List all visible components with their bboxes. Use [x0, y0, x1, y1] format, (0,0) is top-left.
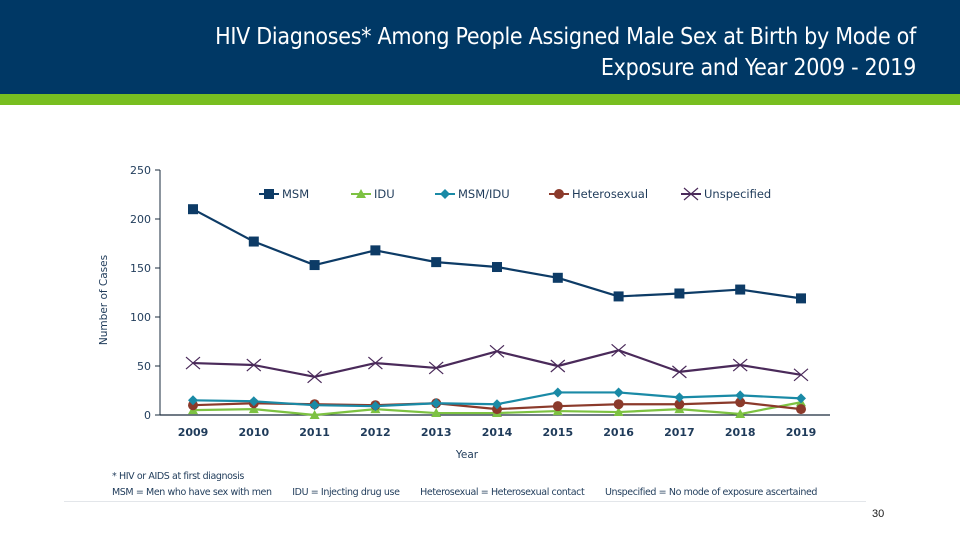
legend-item-heterosexual: Heterosexual: [549, 187, 648, 201]
legend-marker-unspecified: [683, 187, 699, 201]
data-point-msm: [552, 272, 563, 283]
legend-item-msm-idu: MSM/IDU: [435, 187, 510, 201]
slide-title-line-2: Exposure and Year 2009 - 2019: [600, 55, 916, 81]
x-tick-label: 2013: [421, 426, 452, 439]
data-point-msm: [188, 204, 198, 215]
data-point-heterosexual: [796, 404, 806, 415]
series-msm-idu: [188, 387, 806, 412]
data-point-msm-idu: [613, 387, 624, 398]
chart-axes: 0 50 100 150 200 250 2009 2010 2011 2012 2013 2014 2…: [130, 164, 830, 439]
x-tick-label: 2019: [786, 426, 817, 439]
data-point-msm: [796, 293, 806, 304]
data-point-unspecified: [550, 359, 566, 373]
chart-legend: MSM IDU MSM/IDU Heterosexual Unspecified: [259, 187, 771, 201]
data-point-msm-idu: [370, 401, 381, 412]
data-point-unspecified: [672, 365, 687, 379]
legend-label-idu: IDU: [374, 187, 395, 201]
x-tick-label: 2018: [725, 426, 756, 439]
data-point-unspecified: [368, 356, 383, 370]
legend-label-msm-idu: MSM/IDU: [458, 187, 510, 201]
data-point-idu: [309, 410, 320, 419]
footnote-definitions: MSM = Men who have sex with men IDU = In…: [112, 487, 835, 498]
data-point-idu: [431, 408, 442, 418]
data-point-unspecified: [428, 361, 444, 375]
data-point-idu: [613, 407, 624, 417]
y-tick-label: 100: [130, 311, 151, 324]
data-point-msm-idu: [796, 393, 806, 404]
data-point-msm-idu: [674, 392, 685, 403]
data-point-unspecified: [307, 370, 322, 384]
accent-bar: [0, 94, 960, 105]
y-tick-label: 50: [137, 360, 151, 373]
data-point-unspecified: [611, 343, 626, 357]
series-line-unspecified: [192, 349, 802, 378]
x-tick-label: 2011: [299, 426, 330, 439]
series-msm: [188, 204, 806, 304]
series-line-msm: [192, 208, 802, 300]
legend-item-idu: IDU: [351, 187, 395, 201]
legend-item-msm: MSM: [259, 187, 309, 201]
data-point-msm-idu: [188, 395, 198, 406]
data-point-msm-idu: [552, 387, 563, 398]
legend-marker-heterosexual: [554, 189, 564, 199]
data-point-idu: [248, 404, 259, 414]
x-tick-label: 2009: [178, 426, 209, 439]
definition-heterosexual: Heterosexual = Heterosexual contact: [420, 487, 585, 498]
data-point-heterosexual: [613, 399, 624, 410]
footnote-divider: [64, 501, 866, 502]
y-axis-label: Number of Cases: [98, 255, 110, 345]
data-point-msm: [674, 288, 685, 299]
data-point-unspecified: [489, 344, 505, 358]
legend-marker-idu: [356, 189, 366, 198]
definition-msm: MSM = Men who have sex with men: [112, 487, 272, 498]
data-point-unspecified: [246, 358, 262, 372]
x-tick-label: 2015: [542, 426, 573, 439]
y-tick-label: 250: [130, 164, 151, 177]
page-number: 30: [872, 508, 885, 520]
legend-label-msm: MSM: [282, 187, 309, 201]
slide-header: HIV Diagnoses* Among People Assigned Mal…: [0, 0, 960, 94]
x-axis-label: Year: [455, 449, 479, 461]
data-point-unspecified: [793, 368, 809, 382]
data-point-msm-idu: [309, 400, 320, 411]
data-point-msm: [248, 236, 259, 247]
data-point-msm-idu: [735, 390, 746, 401]
data-point-idu: [735, 409, 746, 419]
series-unspecified: [185, 343, 809, 384]
data-point-msm: [613, 291, 624, 302]
slide-title: HIV Diagnoses* Among People Assigned Mal…: [96, 22, 916, 84]
legend-marker-msm-idu: [440, 189, 450, 199]
data-point-unspecified: [185, 356, 201, 370]
data-point-heterosexual: [552, 401, 563, 412]
definition-idu: IDU = Injecting drug use: [292, 487, 400, 498]
y-tick-label: 0: [144, 409, 151, 422]
y-tick-label: 150: [130, 262, 151, 275]
definition-unspecified: Unspecified = No mode of exposure ascert…: [604, 487, 818, 498]
x-tick-label: 2014: [482, 426, 513, 439]
footnote-asterisk: * HIV or AIDS at first diagnosis: [112, 471, 244, 482]
data-point-msm: [431, 257, 442, 268]
data-point-msm: [492, 262, 502, 273]
data-point-msm-idu: [431, 398, 442, 409]
data-point-msm-idu: [248, 396, 259, 407]
legend-item-unspecified: Unspecified: [681, 187, 771, 201]
x-tick-label: 2010: [238, 426, 269, 439]
x-tick-label: 2012: [360, 426, 391, 439]
legend-label-heterosexual: Heterosexual: [572, 187, 648, 201]
x-tick-label: 2017: [664, 426, 695, 439]
data-point-msm: [370, 245, 381, 256]
y-tick-label: 200: [130, 213, 151, 226]
data-point-heterosexual: [735, 397, 746, 408]
legend-marker-msm: [264, 189, 274, 199]
x-tick-label: 2016: [603, 426, 634, 439]
data-point-unspecified: [732, 358, 748, 372]
legend-label-unspecified: Unspecified: [704, 187, 771, 201]
data-point-msm: [309, 260, 320, 271]
slide-title-line-1: HIV Diagnoses* Among People Assigned Mal…: [215, 24, 916, 50]
data-point-heterosexual: [674, 399, 685, 410]
chart-series: [185, 204, 809, 419]
data-point-msm: [735, 284, 746, 295]
data-point-msm-idu: [492, 399, 502, 410]
